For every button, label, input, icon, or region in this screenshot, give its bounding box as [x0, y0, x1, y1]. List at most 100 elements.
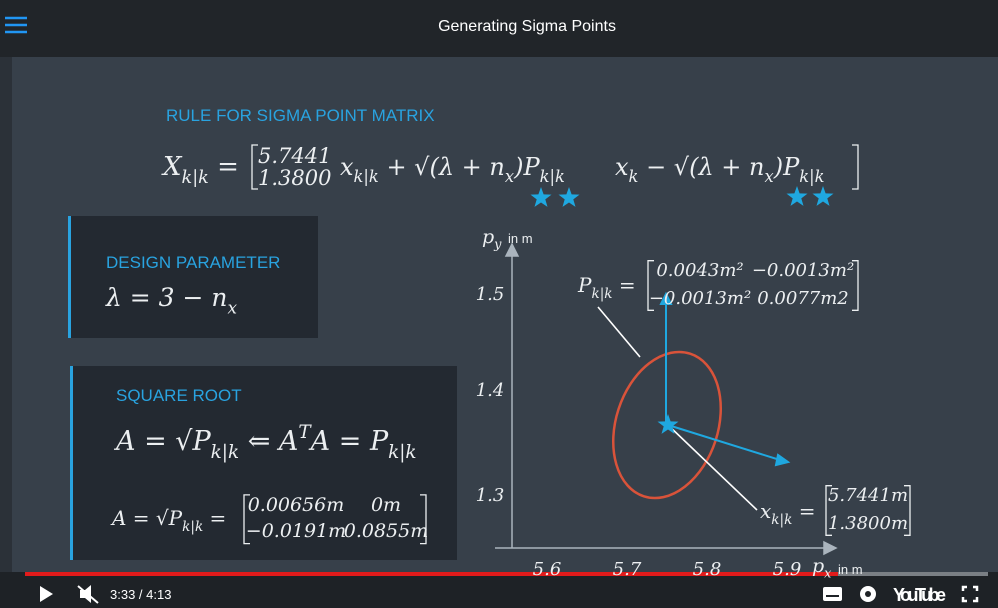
- y-tick-label: 1.3: [476, 485, 505, 506]
- formula: A = √Pk|k =: [110, 506, 226, 535]
- formula-sup: T: [298, 422, 312, 443]
- formula-sub: x: [505, 167, 514, 186]
- formula-sub: k|k: [591, 286, 612, 302]
- matrix-entry: 0.0043m²: [656, 260, 743, 281]
- formula-part: )P: [773, 153, 800, 181]
- formula-part: x: [615, 153, 629, 181]
- sqrt-accent: [70, 366, 73, 560]
- matrix-bracket: [825, 485, 832, 536]
- axis-unit: in m: [508, 231, 533, 246]
- formula-part: − √(λ + n: [638, 153, 764, 181]
- matrix-bracket: [251, 144, 258, 190]
- matrix-entry: 5.7441: [258, 144, 331, 168]
- formula-sub: k|k: [799, 167, 824, 186]
- star: [812, 186, 834, 206]
- x-tick-label: 5.9: [773, 559, 802, 580]
- formula-part: A = √P: [113, 426, 211, 457]
- formula-sub: k|k: [354, 167, 379, 186]
- formula: xk|k + √(λ + nx)Pk|k: [340, 153, 565, 186]
- captions-button[interactable]: [823, 587, 842, 601]
- sigma-vectors: [659, 291, 791, 467]
- formula-part: =: [203, 506, 226, 530]
- formula-part: + √(λ + n: [379, 153, 505, 181]
- formula-part: p: [482, 226, 494, 248]
- formula-part: ⇐ A: [239, 426, 298, 457]
- matrix-bracket: [852, 260, 859, 311]
- y-tick-label: 1.5: [476, 284, 505, 305]
- formula-sub: k|k: [771, 512, 792, 528]
- x-tick-label: 5.8: [693, 559, 722, 580]
- formula-part: λ = 3 − n: [105, 283, 228, 312]
- formula-part: =: [792, 499, 815, 523]
- formula: px: [812, 555, 832, 582]
- matrix-entry: −0.0191m: [246, 520, 346, 542]
- play-button[interactable]: [40, 586, 53, 602]
- formula-sub: k|k: [182, 519, 203, 535]
- formula-part: x: [760, 499, 771, 523]
- design-heading: DESIGN PARAMETER: [106, 253, 280, 272]
- formula-part: )P: [513, 153, 540, 181]
- matrix-entry: 1.3800: [258, 166, 331, 190]
- rule-heading: RULE FOR SIGMA POINT MATRIX: [166, 106, 435, 125]
- progress-played: [25, 572, 838, 576]
- star: [657, 414, 679, 434]
- formula-sub: x: [765, 167, 774, 186]
- formula-part: =: [209, 152, 239, 182]
- formula-sub: y: [493, 238, 502, 253]
- video-title: Generating Sigma Points: [438, 18, 616, 35]
- sqrt-heading: SQUARE ROOT: [116, 386, 242, 405]
- formula-part: X: [161, 152, 183, 182]
- design-box: [68, 216, 318, 338]
- formula-part: A = P: [308, 426, 389, 457]
- formula-sub: x: [824, 567, 832, 582]
- design-accent: [68, 216, 71, 338]
- matrix-entry: −0.0013m²: [752, 260, 854, 281]
- matrix-entry: 1.3800m: [828, 513, 908, 534]
- formula: A = √Pk|k ⇐ ATA = Pk|k: [113, 422, 417, 463]
- formula: Xk|k =: [161, 152, 239, 188]
- matrix-bracket: [647, 260, 654, 311]
- matrix-entry: 0.0077m2: [757, 288, 849, 309]
- formula-sub: k: [629, 167, 639, 186]
- pointer-lines: [597, 306, 758, 511]
- settings-button[interactable]: [860, 586, 876, 602]
- matrix-entry: 5.7441m: [828, 485, 908, 506]
- top-bar: [0, 0, 998, 57]
- matrix-entry: 0.00656m: [248, 494, 345, 516]
- formula-sub: k|k: [182, 168, 209, 188]
- formula-part: x: [340, 153, 354, 181]
- plot-axes: [495, 242, 838, 556]
- formula: xk − √(λ + nx)Pk|k: [615, 153, 824, 186]
- matrix-bracket: [420, 494, 427, 545]
- matrix-bracket: [852, 144, 859, 190]
- formula: λ = 3 − nx: [105, 283, 238, 319]
- formula: py: [482, 226, 502, 253]
- matrix-entry: 0m: [371, 494, 401, 516]
- menu-button[interactable]: [5, 16, 27, 34]
- mute-button[interactable]: [77, 585, 99, 604]
- youtube-logo[interactable]: YouTube: [893, 585, 946, 605]
- star: [786, 186, 808, 206]
- formula-sub: k|k: [540, 167, 565, 186]
- axis-unit: in m: [838, 562, 863, 577]
- x-tick-label: 5.7: [613, 559, 642, 580]
- sqrt-box: [70, 366, 457, 560]
- formula-sub: k|k: [211, 442, 239, 463]
- formula: xk|k =: [760, 499, 815, 528]
- formula-sub: x: [228, 299, 238, 319]
- matrix-entry: 0.0855m: [344, 520, 429, 542]
- formula-part: P: [577, 273, 592, 297]
- star: [530, 187, 552, 207]
- matrix-bracket: [904, 485, 911, 536]
- star: [558, 187, 580, 207]
- fullscreen-button[interactable]: [961, 585, 979, 603]
- matrix-bracket: [243, 494, 250, 545]
- y-tick-label: 1.4: [476, 380, 505, 401]
- formula-sub: k|k: [388, 442, 416, 463]
- formula-part: p: [812, 555, 824, 577]
- formula: Pk|k =: [577, 273, 636, 302]
- time-display: 3:33 / 4:13: [110, 587, 171, 602]
- formula-part: A = √P: [110, 506, 183, 530]
- x-tick-label: 5.6: [533, 559, 562, 580]
